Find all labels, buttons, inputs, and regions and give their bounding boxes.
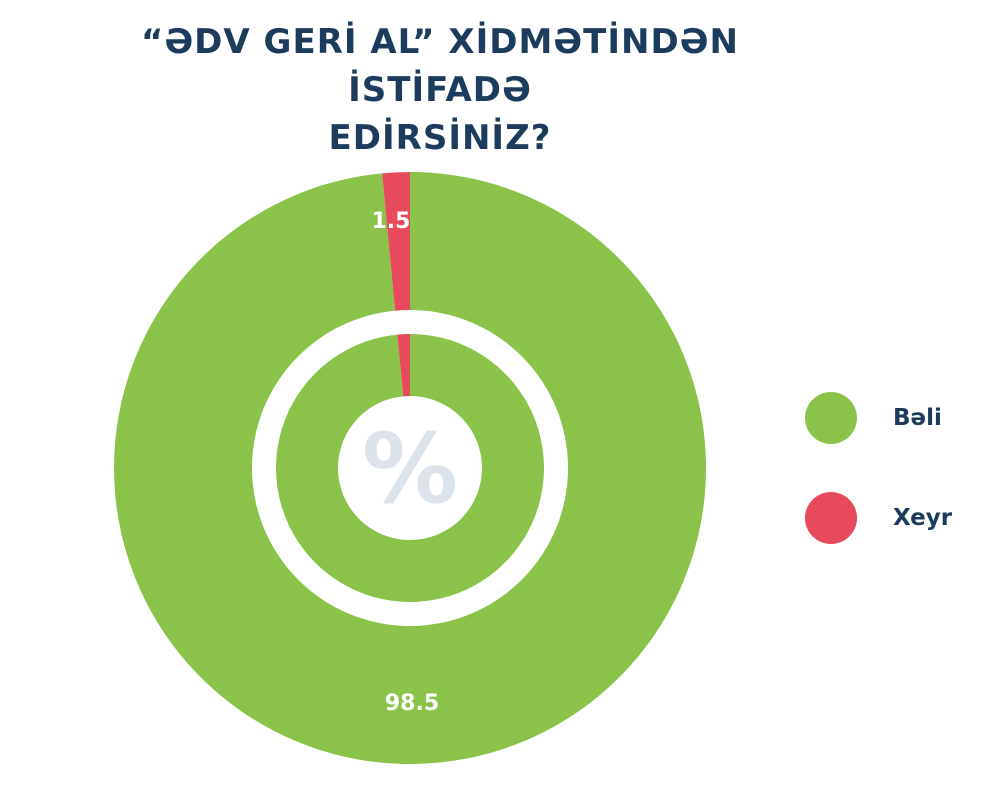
chart-title-line-2: EDİRSİNİZ? [328, 118, 552, 158]
legend-label-beli: Bəli [893, 405, 942, 431]
inner-ring-slice-xeyr [397, 334, 410, 397]
legend-swatch-xeyr [805, 492, 857, 544]
legend: Bəli Xeyr [805, 390, 995, 590]
center-percent-icon: % [362, 413, 458, 525]
legend-swatch-beli [805, 392, 857, 444]
data-label-beli: 98.5 [385, 691, 439, 716]
data-label-xeyr: 1.5 [372, 209, 411, 234]
legend-item-beli: Bəli [805, 390, 995, 446]
outer-ring-slice-xeyr [382, 172, 410, 311]
legend-item-xeyr: Xeyr [805, 490, 995, 546]
inner-ring-slice-beli [275, 334, 544, 602]
outer-ring-slice-beli [114, 172, 707, 764]
legend-label-xeyr: Xeyr [893, 505, 953, 531]
chart-title: “ƏDV GERİ AL” XİDMƏTİNDƏN İSTİFADƏ EDİRS… [70, 18, 810, 162]
chart-title-line-1: “ƏDV GERİ AL” XİDMƏTİNDƏN İSTİFADƏ [140, 22, 740, 110]
